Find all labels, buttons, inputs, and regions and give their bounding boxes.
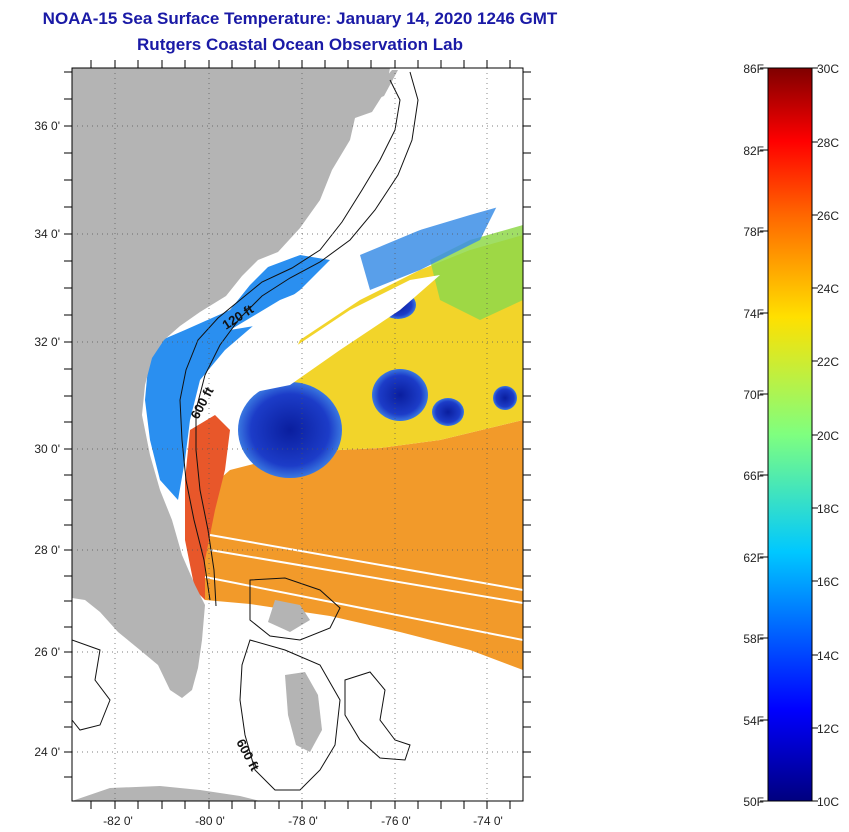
lon-label: -78 0' — [288, 814, 318, 828]
colorbar-f-label: 78F — [743, 225, 764, 239]
lat-label: 24 0' — [34, 745, 60, 759]
sst-patch-cool — [360, 200, 500, 290]
cold-eddy-4 — [493, 386, 517, 410]
colorbar: 86F 82F 78F 74F 70F 66F 62F 58F 54F 50F … — [743, 62, 839, 809]
contour-120ft — [179, 79, 401, 601]
map-subtitle: Rutgers Coastal Ocean Observation Lab — [137, 35, 463, 54]
colorbar-f-label: 62F — [743, 551, 764, 565]
colorbar-c-label: 26C — [817, 209, 839, 223]
colorbar-c-label: 24C — [817, 282, 839, 296]
contour-bahamas-2 — [239, 639, 341, 791]
contour-bahamas-3 — [344, 671, 411, 761]
cold-eddy-1 — [238, 382, 342, 478]
colorbar-f-label: 86F — [743, 62, 764, 76]
land-bahamas — [268, 600, 310, 632]
contour-600ft — [195, 71, 419, 607]
scan-line — [209, 534, 523, 591]
colorbar-c-label: 12C — [817, 722, 839, 736]
sst-coastal-cold — [145, 255, 330, 500]
land-outer-bank — [362, 70, 398, 102]
colorbar-c-label: 16C — [817, 575, 839, 589]
sst-swath-warm — [190, 420, 523, 670]
lat-label: 36 0' — [34, 119, 60, 133]
cold-eddy-3 — [432, 398, 464, 426]
lon-label: -80 0' — [195, 814, 225, 828]
colorbar-f-label: 50F — [743, 795, 764, 809]
map-border — [71, 67, 524, 802]
map-title: NOAA-15 Sea Surface Temperature: January… — [42, 9, 558, 28]
colorbar-scale — [767, 67, 813, 802]
contour-florida-keys — [72, 639, 111, 731]
land-mainland — [72, 68, 390, 698]
axis-ticks — [64, 60, 531, 809]
colorbar-c-label: 22C — [817, 355, 839, 369]
colorbar-f-label: 70F — [743, 388, 764, 402]
lat-label: 32 0' — [34, 335, 60, 349]
contour-bahamas — [249, 577, 341, 641]
land-andros — [285, 672, 322, 752]
colorbar-c-label: 30C — [817, 62, 839, 76]
cloud-streak-2 — [230, 270, 360, 330]
colorbar-c-label: 18C — [817, 502, 839, 516]
cloud-streak-1 — [240, 275, 440, 395]
lon-label: -82 0' — [103, 814, 133, 828]
cold-eddy-2 — [372, 369, 428, 421]
colorbar-f-label: 58F — [743, 632, 764, 646]
lon-label: -76 0' — [381, 814, 411, 828]
lon-label: -74 0' — [473, 814, 503, 828]
sst-gulf-stream — [185, 415, 230, 600]
scan-line — [204, 576, 523, 641]
land-cuba — [72, 786, 260, 801]
lat-label: 30 0' — [34, 442, 60, 456]
colorbar-c-label: 10C — [817, 795, 839, 809]
colorbar-c-label: 20C — [817, 429, 839, 443]
colorbar-c-label: 28C — [817, 136, 839, 150]
map-frame — [72, 68, 523, 801]
lat-label: 26 0' — [34, 645, 60, 659]
colorbar-f-label: 82F — [743, 144, 764, 158]
colorbar-c-label: 14C — [817, 649, 839, 663]
lat-label: 28 0' — [34, 543, 60, 557]
colorbar-f-label: 74F — [743, 307, 764, 321]
lat-label: 34 0' — [34, 227, 60, 241]
graticule — [72, 68, 523, 801]
scan-line — [209, 549, 523, 604]
colorbar-f-label: 66F — [743, 469, 764, 483]
colorbar-f-label: 54F — [743, 714, 764, 728]
